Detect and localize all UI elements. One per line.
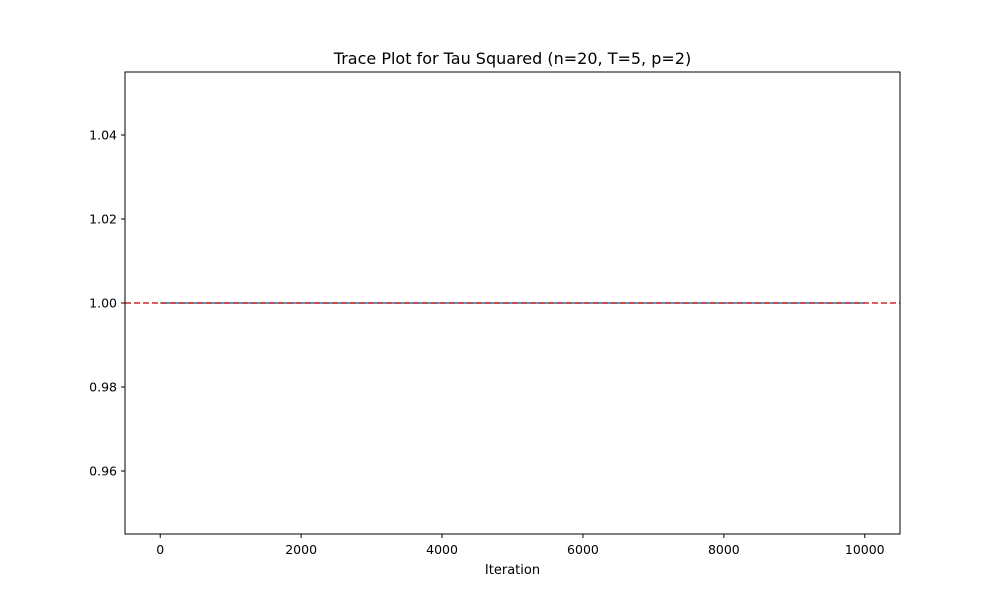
x-axis: 0 2000 4000 6000 8000 10000	[156, 534, 885, 557]
x-tick-label: 2000	[285, 542, 317, 557]
y-tick-label: 1.04	[89, 128, 117, 143]
x-tick-label: 0	[156, 542, 164, 557]
x-tick-label: 6000	[567, 542, 599, 557]
x-axis-label: Iteration	[485, 563, 540, 578]
x-tick-label: 10000	[845, 542, 885, 557]
y-tick-label: 0.98	[89, 380, 117, 395]
y-tick-label: 1.00	[89, 296, 117, 311]
y-tick-label: 0.96	[89, 464, 117, 479]
x-tick-label: 4000	[426, 542, 458, 557]
y-axis: 0.96 0.98 1.00 1.02 1.04	[89, 128, 125, 479]
chart-title: Trace Plot for Tau Squared (n=20, T=5, p…	[333, 49, 691, 68]
x-tick-label: 8000	[708, 542, 740, 557]
y-tick-label: 1.02	[89, 212, 117, 227]
